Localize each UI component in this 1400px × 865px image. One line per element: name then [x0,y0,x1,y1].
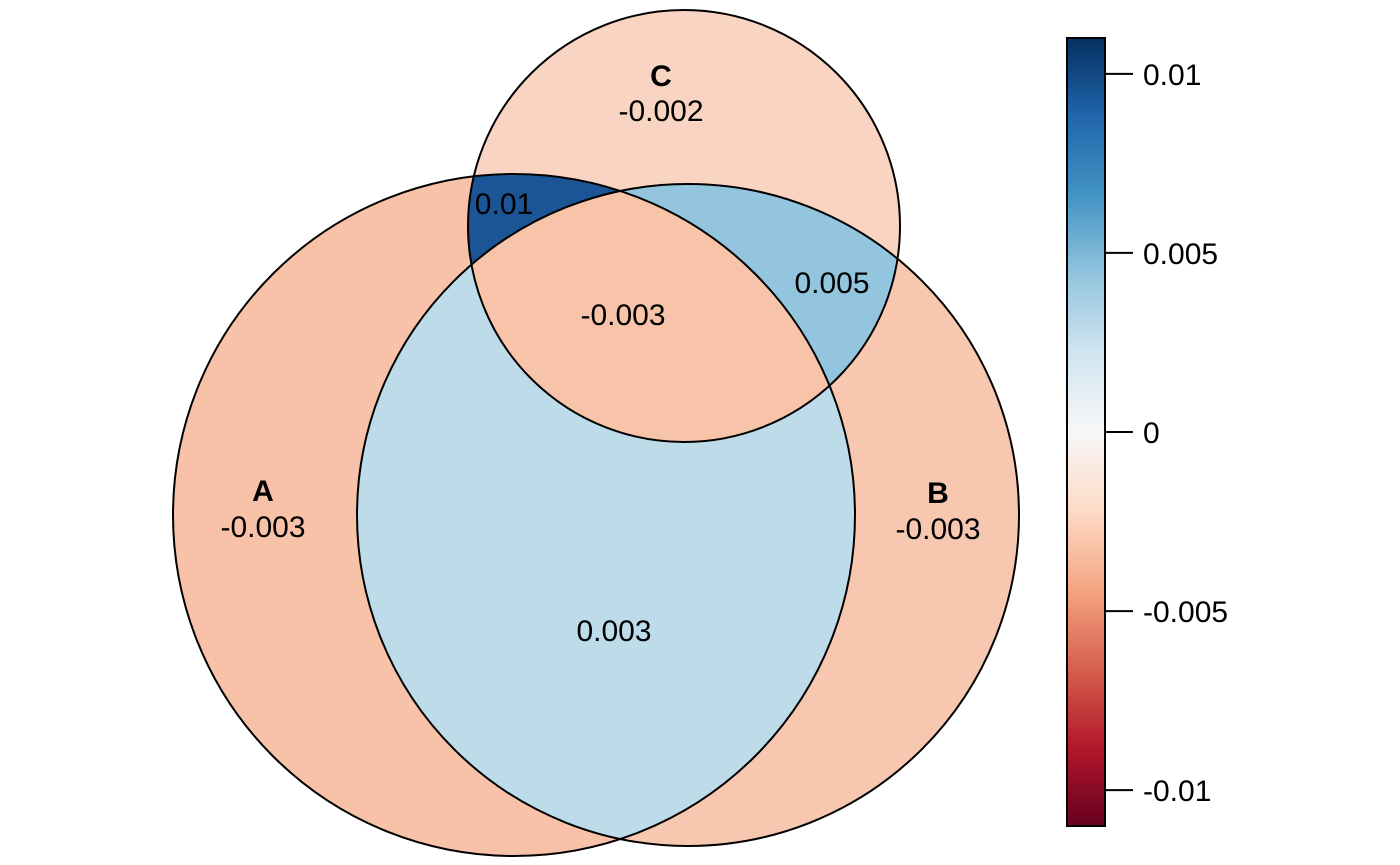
set-a-outline [172,173,856,857]
colorbar: 0.01 0.005 0 -0.005 -0.01 [1066,37,1228,827]
set-c-label: C [650,60,672,93]
region-abc-value: -0.003 [580,299,665,332]
region-bc-value: 0.005 [794,267,869,300]
region-ab-value: 0.003 [576,615,651,648]
colorbar-tick-label: 0.005 [1143,238,1218,271]
region-abc-fill [468,184,855,442]
set-a-label: A [252,475,274,508]
colorbar-tick-label: 0 [1143,417,1160,450]
colorbar-tick-label: -0.005 [1143,596,1228,629]
colorbar-tick-label: -0.01 [1143,775,1211,808]
region-fills [173,10,1019,856]
set-b-outline [356,183,1020,847]
region-ac-value: 0.01 [475,188,533,221]
set-b-label: B [927,477,949,510]
region-b-only-value: -0.003 [895,513,980,546]
region-a-only-value: -0.003 [220,511,305,544]
circle-outlines [172,9,1020,857]
colorbar-ticks: 0.01 0.005 0 -0.005 -0.01 [1105,59,1228,808]
colorbar-tick-label: 0.01 [1143,59,1201,92]
region-c-only-value: -0.002 [618,95,703,128]
colorbar-gradient [1066,37,1106,827]
set-c-outline [467,9,901,443]
